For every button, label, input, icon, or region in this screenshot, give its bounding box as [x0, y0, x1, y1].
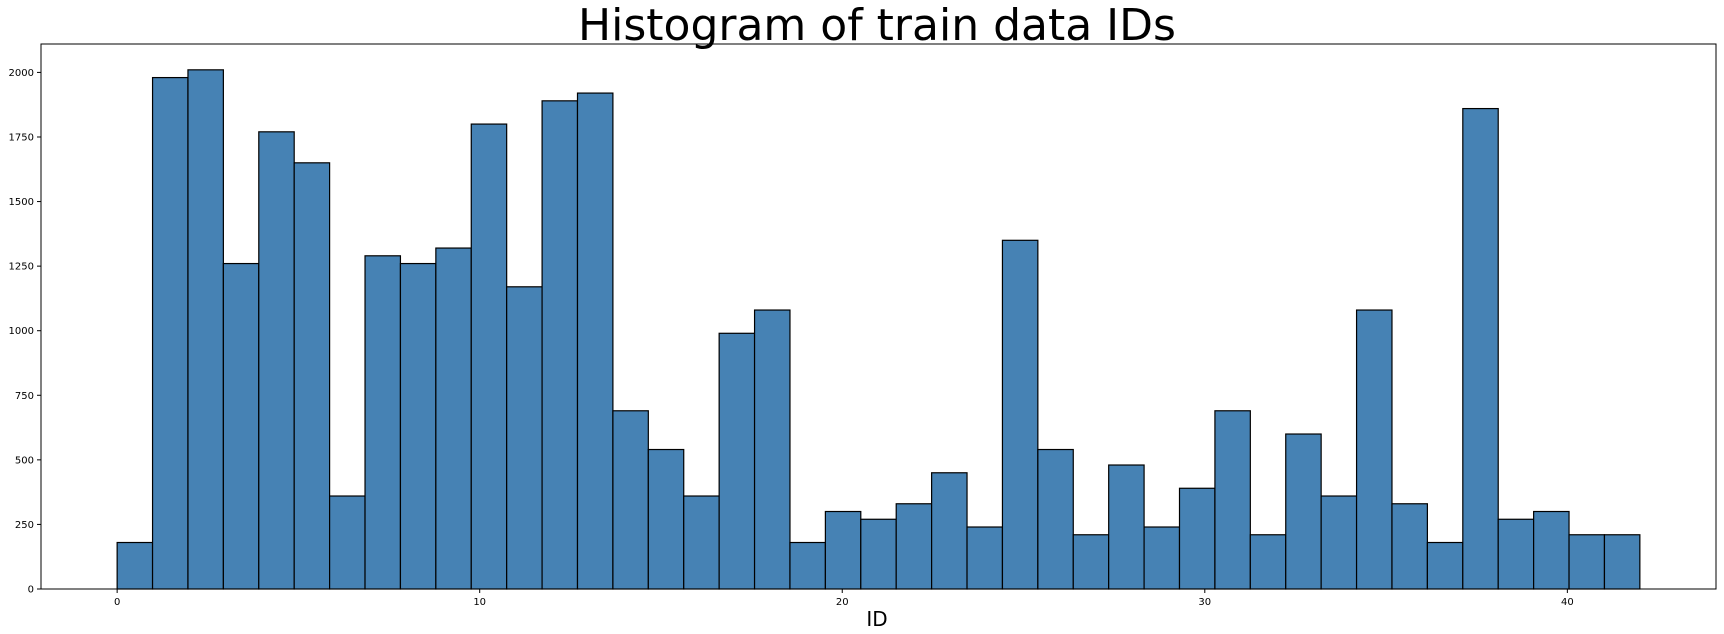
histogram-bar — [399, 262, 437, 590]
x-tick-label: 20 — [836, 597, 849, 608]
histogram-bar — [895, 503, 933, 590]
histogram-bar — [1568, 534, 1606, 590]
x-axis-ticks: 0 10 20 30 40 — [114, 589, 1574, 608]
histogram-bar — [222, 262, 260, 590]
histogram-bar — [1320, 495, 1358, 590]
x-tick-label: 30 — [1198, 597, 1211, 608]
histogram-bar — [470, 123, 508, 590]
histogram-bar — [1355, 309, 1393, 590]
histogram-bar — [293, 162, 331, 590]
y-tick-label: 500 — [15, 455, 34, 466]
histogram-bar — [789, 541, 826, 590]
histogram-bar — [1533, 510, 1570, 590]
histogram-bar — [1178, 487, 1216, 590]
histogram-bar — [753, 309, 791, 590]
y-tick-label: 250 — [15, 520, 34, 531]
histogram-bar — [1391, 503, 1428, 590]
histogram-bar — [1072, 534, 1110, 590]
bars-group — [116, 69, 1641, 590]
histogram-bar — [541, 100, 579, 590]
histogram-bar — [1426, 541, 1464, 590]
histogram-bar — [683, 495, 720, 590]
histogram-bar — [966, 526, 1004, 590]
axes-frame — [40, 43, 1717, 590]
histogram-bar — [364, 255, 402, 590]
y-tick-label: 1500 — [9, 197, 34, 208]
histogram-bar — [1603, 534, 1641, 590]
chart-title: Histogram of train data IDs — [578, 0, 1176, 51]
histogram-bar — [1214, 410, 1251, 590]
histogram-bar — [824, 510, 862, 590]
y-tick-label: 1250 — [9, 262, 34, 273]
y-tick-label: 1750 — [9, 132, 34, 143]
histogram-bar — [1285, 433, 1322, 590]
histogram-bar — [187, 69, 224, 590]
y-tick-label: 1000 — [9, 326, 34, 337]
histogram-bar — [612, 410, 649, 590]
histogram-bar — [116, 541, 154, 590]
histogram-bar — [647, 448, 685, 590]
histogram-bar — [1037, 448, 1074, 590]
histogram-bar — [1497, 518, 1535, 590]
x-tick-label: 40 — [1561, 597, 1574, 608]
histogram-bar — [931, 472, 968, 590]
histogram-bar — [506, 286, 543, 590]
y-axis-ticks: 0 250 500 750 1000 1250 1500 1750 2000 — [9, 68, 41, 596]
histogram-bar — [151, 76, 189, 590]
y-tick-label: 750 — [15, 391, 34, 402]
histogram-bar — [258, 131, 295, 590]
histogram-bar — [329, 495, 366, 590]
histogram-bar — [1249, 534, 1287, 590]
x-axis-label: ID — [866, 607, 887, 631]
histogram-bar — [860, 518, 897, 590]
x-tick-label: 0 — [114, 597, 120, 608]
histogram-bar — [718, 332, 756, 590]
histogram-bar — [1108, 464, 1145, 590]
histogram-bar — [1001, 239, 1039, 590]
histogram-bar — [576, 92, 614, 590]
y-tick-label: 0 — [28, 585, 34, 596]
histogram-bar — [1143, 526, 1181, 590]
y-tick-label: 2000 — [9, 68, 34, 79]
histogram-bar — [435, 247, 472, 590]
histogram-bar — [1462, 107, 1499, 590]
x-tick-label: 10 — [473, 597, 486, 608]
